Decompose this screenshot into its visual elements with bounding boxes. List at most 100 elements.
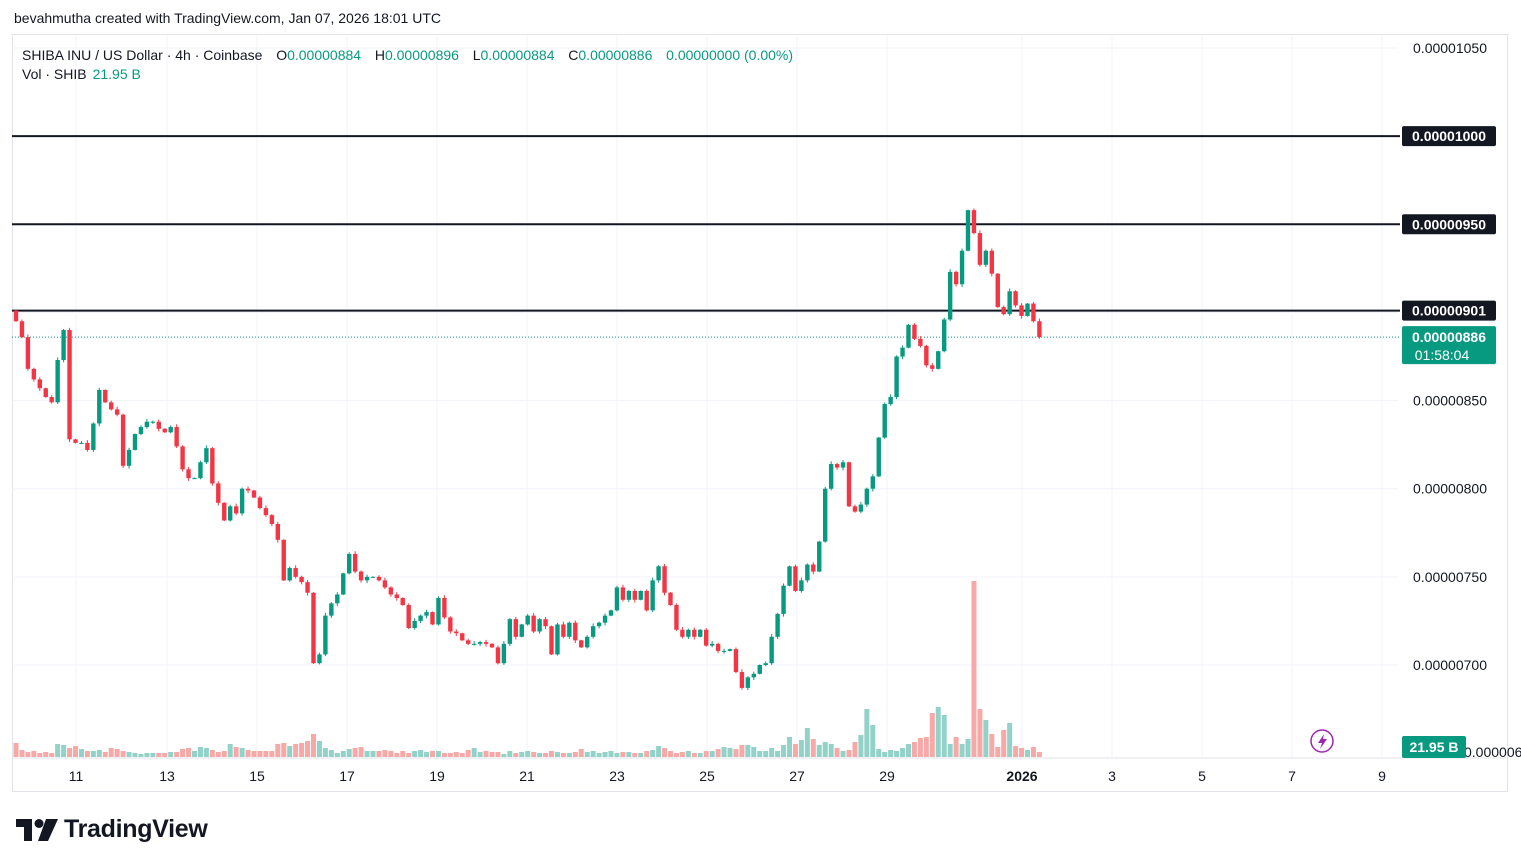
x-tick-label: 27 — [789, 768, 805, 784]
volume-bar — [483, 751, 489, 757]
candle-body — [85, 442, 90, 450]
candle-body — [162, 428, 167, 433]
horizontal-lines — [12, 135, 1400, 338]
candle-body — [263, 508, 269, 516]
volume-bar — [114, 749, 120, 757]
volume-bar — [132, 753, 138, 757]
candle-body — [543, 619, 548, 627]
volume-bar — [1007, 723, 1013, 757]
high-key: H — [374, 47, 385, 63]
candle-body — [186, 469, 191, 479]
candle-body — [811, 564, 816, 572]
candle-body — [269, 515, 275, 524]
volume-bar — [798, 740, 804, 757]
candle-body — [1013, 291, 1018, 306]
candle-body — [1001, 307, 1006, 315]
volume-bar — [311, 734, 316, 757]
volume-bar — [340, 751, 346, 757]
volume-bar — [162, 753, 168, 757]
volume-bar — [168, 752, 174, 757]
candle-body — [25, 337, 31, 369]
candle-body — [1019, 305, 1024, 316]
candle-body — [787, 566, 792, 586]
volume-bar — [584, 752, 590, 757]
candle-body — [477, 642, 483, 644]
candle-body — [1025, 303, 1030, 316]
volume-bar — [828, 744, 834, 757]
volume-bar — [192, 751, 197, 757]
candle-body — [192, 478, 197, 480]
volume-bar — [156, 753, 162, 757]
volume-bar — [894, 751, 900, 757]
candle-body — [876, 437, 881, 477]
candle-body — [222, 502, 227, 521]
symbol-title[interactable]: SHIBA INU / US Dollar · 4h · Coinbase — [22, 47, 263, 63]
volume-bar — [126, 752, 132, 757]
volume-bar — [418, 750, 424, 757]
candle-body — [977, 233, 983, 265]
volume-bar — [947, 744, 953, 757]
candle-body — [454, 631, 459, 634]
volume-bar — [911, 742, 917, 757]
candle-body — [1037, 321, 1042, 338]
candle-body — [537, 619, 542, 632]
x-tick-label: 7 — [1288, 768, 1296, 784]
volume-bar — [673, 753, 679, 757]
volume-bar — [846, 750, 852, 757]
volume-bar — [281, 743, 287, 757]
volume-bar — [78, 749, 84, 757]
volume-bar — [804, 728, 810, 757]
candle-body — [680, 629, 685, 637]
volume-bar — [328, 750, 334, 757]
candle-body — [775, 613, 780, 637]
candle-body — [335, 594, 340, 604]
volume-bar — [834, 748, 840, 757]
candle-body — [579, 640, 584, 648]
candle-body — [228, 506, 233, 521]
candle-body — [281, 539, 286, 581]
candle-body — [299, 576, 304, 583]
volume-bar — [679, 752, 685, 757]
volume-bar — [929, 713, 935, 757]
candle-body — [489, 643, 495, 648]
candle-body — [198, 462, 203, 479]
candle-body — [918, 338, 923, 346]
candle-body — [959, 250, 965, 285]
tradingview-logo[interactable]: TradingView — [16, 815, 208, 844]
volume-bar — [709, 751, 715, 757]
volume-bar — [941, 715, 947, 757]
volume-bar — [352, 748, 358, 757]
candle-body — [781, 585, 786, 614]
volume-bar — [703, 751, 709, 757]
candle-body — [43, 388, 48, 398]
volume-bar — [465, 750, 471, 757]
candle-body — [233, 506, 239, 514]
candle-body — [739, 672, 745, 688]
candle-body — [341, 573, 346, 595]
candle-body — [793, 566, 798, 591]
candle-body — [834, 464, 840, 468]
candle-body — [210, 448, 215, 484]
volume-label[interactable]: Vol · SHIB — [22, 66, 87, 82]
candle-body — [799, 580, 804, 591]
candle-body — [846, 462, 852, 507]
tradingview-logo-icon — [16, 818, 58, 841]
x-tick-label: 3 — [1108, 768, 1116, 784]
alert-icon[interactable] — [1310, 729, 1334, 753]
candle-body — [567, 622, 572, 637]
volume-bar — [602, 752, 608, 757]
candle-body — [965, 210, 971, 251]
candle-body — [430, 612, 435, 625]
x-axis: 11 13 15 17 19 21 23 25 27 29 2026 3 5 7 9 — [69, 768, 1386, 784]
candle-body — [382, 580, 388, 588]
volume-bar — [537, 753, 543, 757]
volume-bar — [810, 739, 816, 757]
volume-bar — [394, 753, 400, 757]
volume-bar — [84, 751, 90, 757]
volume-bar — [346, 749, 352, 757]
candle-body — [483, 642, 489, 644]
candle-body — [638, 590, 643, 600]
x-tick-label: 15 — [249, 768, 265, 784]
y-tick-label: 0.00000750 — [1413, 569, 1487, 585]
